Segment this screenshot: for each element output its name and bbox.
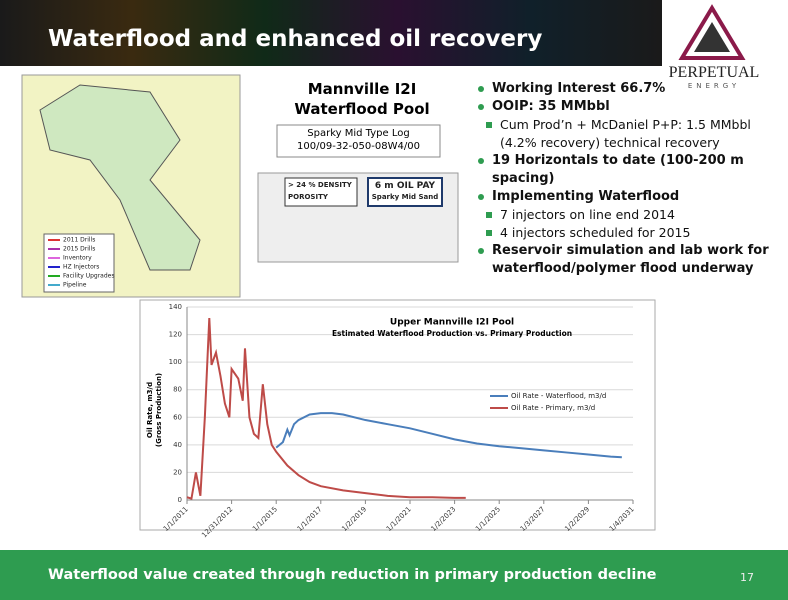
map-legend-label: Facility Upgrades [63,273,114,280]
logo-mark [678,4,746,60]
map-legend-box [43,233,115,293]
bullet-text: 19 Horizontals to date (100-200 m spacin… [492,153,744,186]
bullet-marker [486,122,492,128]
legend-label: Oil Rate - Waterflood, m3/d [511,392,606,400]
log-label: POROSITY [288,193,328,201]
bullet-text: OOIP: 35 MMbbl [492,99,610,114]
y-tick-label: 0 [178,496,182,504]
data-line [275,412,622,459]
bullet-marker [478,104,484,110]
bullet-marker [486,212,492,218]
y-tick-label: 140 [169,303,182,311]
bullet-item: Reservoir simulation and lab work for wa… [478,242,783,278]
y-axis-label: (Gross Production) [155,373,163,447]
y-tick-label: 120 [169,331,182,339]
logo-mark-inner [694,22,730,52]
chart-title: Upper Mannville I2I Pool [390,318,514,328]
y-tick-label: 60 [173,413,182,421]
logo-subtext: ENERGY [687,82,741,90]
log-label: > 24 % DENSITY [288,181,352,189]
y-tick-label: 80 [173,386,182,394]
chart-subtitle: Estimated Waterflood Production vs. Prim… [332,329,572,338]
title: Waterflood and enhanced oil recovery [48,26,543,52]
logo-text: PERPETUAL [668,64,760,81]
bullet-item: Cum Prod’n + McDaniel P+P: 1.5 MMbbl (4.… [482,116,783,152]
footer-text: Waterflood value created through reducti… [48,567,657,583]
bullet-text: Implementing Waterflood [492,189,680,204]
bullet-list: Working Interest 66.7% OOIP: 35 MMbbl Cum … [478,80,783,278]
log-label: Sparky Mid Sand [371,193,439,201]
pool-title: Mannville I2I [307,80,417,98]
map-legend-label: HZ Injectors [63,264,99,271]
type-log-box [276,124,441,158]
bullet-marker [478,248,484,254]
header-band [0,0,662,66]
log-label-box [284,177,358,207]
bullet-text: Reservoir simulation and lab work for wa… [492,243,769,276]
map-legend-label: 2015 Drills [63,246,95,253]
y-axis-label: Oil Rate, m3/d [146,382,154,438]
bullet-item: 19 Horizontals to date (100-200 m spacin… [478,152,783,188]
data-line [186,317,466,500]
map-legend-label: Pipeline [63,282,87,289]
pool-title: Waterflood Pool [294,100,430,118]
bullet-text: 4 injectors scheduled for 2015 [500,225,691,240]
bullet-marker [478,86,484,92]
chart-frame [139,299,656,531]
bullet-text: Working Interest 66.7% [492,81,666,96]
y-tick-label: 100 [169,358,182,366]
map-pool [39,84,201,271]
legend-label: Oil Rate - Primary, m3/d [511,404,595,412]
footer-band [0,550,788,600]
type-log-text: 100/09-32-050-08W4/00 [297,141,420,152]
map-legend-label: Inventory [63,255,92,262]
bullet-marker [478,158,484,164]
log-label: 6 m OIL PAY [374,181,436,191]
bullet-item: 4 injectors scheduled for 2015 [482,224,783,242]
bullet-text: Cum Prod’n + McDaniel P+P: 1.5 MMbbl (4.… [500,117,751,150]
bullet-text: 7 injectors on line end 2014 [500,207,675,222]
bullet-marker [478,194,484,200]
map-legend-label: 2011 Drills [63,237,95,244]
page-number: 17 [740,571,754,584]
bullet-item: 7 injectors on line end 2014 [482,206,783,224]
bullet-item: Implementing Waterflood [478,188,783,206]
log-label-box [367,177,443,207]
type-log-text: Sparky Mid Type Log [307,128,410,139]
y-tick-label: 20 [173,468,182,476]
bullet-item: Working Interest 66.7% [478,80,783,98]
bullet-item: OOIP: 35 MMbbl [478,98,783,116]
bullet-marker [486,230,492,236]
y-tick-label: 40 [173,441,182,449]
